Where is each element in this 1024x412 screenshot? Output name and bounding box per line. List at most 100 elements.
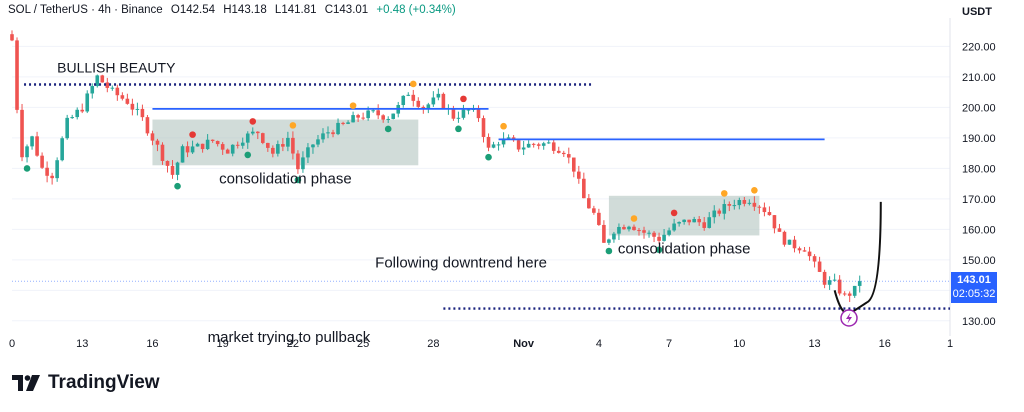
chart-annotation: BULLISH BEAUTY	[57, 59, 176, 75]
candle-body	[210, 139, 215, 141]
x-tick-label: 16	[879, 338, 891, 350]
candle-body	[45, 167, 49, 176]
candle-body	[617, 226, 621, 234]
candle-body	[130, 103, 135, 110]
y-tick-label: 130.00	[962, 316, 996, 328]
x-axis[interactable]: 0 13 16 19 22 25 28 Nov 4 7 10 13 16 1	[9, 338, 953, 350]
candle-body	[827, 280, 832, 285]
candle-body	[707, 217, 712, 228]
sell-signal-dot	[720, 190, 728, 197]
candle-body	[692, 219, 696, 223]
sell-signal-dot	[289, 122, 297, 129]
buy-signal-dot	[244, 151, 252, 159]
candle-body	[556, 150, 561, 153]
candle-body	[802, 250, 807, 252]
candle-body	[276, 144, 280, 154]
signal-dots-layer	[23, 80, 758, 255]
candle-body	[10, 34, 14, 41]
candle-body	[797, 248, 802, 251]
x-tick-label: 28	[427, 338, 439, 350]
candle-body	[376, 110, 380, 116]
candle-body	[622, 226, 626, 230]
flash-signal-icon[interactable]	[840, 309, 858, 327]
x-tick-label: 25	[357, 338, 369, 350]
candle-body	[105, 82, 110, 88]
candle-body	[787, 239, 792, 245]
chart-annotation: market trying to pullback	[208, 329, 371, 346]
candle-body	[767, 212, 772, 216]
candle-body	[160, 144, 165, 161]
y-tick-label: 220.00	[962, 41, 996, 53]
candle-body	[35, 136, 39, 156]
y-tick-label: 160.00	[962, 224, 996, 236]
symbol-label[interactable]: SOL / TetherUS · 4h · Binance	[8, 4, 163, 16]
candle-body	[506, 137, 511, 139]
y-axis[interactable]: 130.00140.00150.00160.00170.00180.00190.…	[962, 41, 996, 327]
candle-body	[546, 142, 551, 144]
candle-body	[301, 157, 305, 170]
candle-body	[752, 202, 757, 207]
candle-body	[110, 87, 115, 89]
candle-body	[536, 144, 541, 146]
x-tick-label: 22	[287, 338, 299, 350]
candle-body	[281, 144, 285, 147]
candle-body	[712, 210, 717, 218]
candle-body	[582, 178, 586, 199]
buy-signal-dot	[23, 165, 31, 172]
candle-body	[732, 205, 737, 207]
candle-body	[55, 160, 59, 179]
candle-body	[722, 204, 727, 214]
x-tick-label: 13	[808, 338, 820, 350]
candle-body	[316, 139, 320, 145]
candle-body	[321, 133, 325, 140]
y-tick-label: 190.00	[962, 133, 996, 145]
sell-signal-dot	[460, 95, 467, 103]
candle-body	[677, 222, 681, 224]
candle-body	[296, 153, 300, 170]
tradingview-logo: TradingView	[12, 372, 160, 394]
candle-body	[50, 175, 54, 179]
candle-body	[240, 142, 245, 146]
axis-unit[interactable]: USDT	[962, 6, 992, 18]
x-tick-label: 10	[733, 338, 745, 350]
candle-body	[571, 157, 576, 172]
candle-body	[451, 108, 456, 119]
candle-body	[431, 97, 436, 105]
x-tick-label: 16	[146, 338, 158, 350]
candle-body	[687, 219, 691, 223]
zone-label: consolidation phase	[618, 240, 751, 257]
sell-signal-dot	[189, 131, 196, 138]
tradingview-mark-icon	[12, 375, 40, 391]
candle-body	[220, 144, 225, 150]
candle-body	[95, 75, 100, 87]
buy-signal-dot	[174, 182, 181, 190]
candle-body	[155, 140, 160, 145]
candle-body	[742, 199, 747, 204]
candle-body	[215, 140, 220, 145]
candle-body	[832, 279, 837, 281]
candle-body	[140, 108, 145, 118]
candle-body	[346, 122, 350, 124]
candle-body	[717, 210, 722, 214]
x-tick-label: Nov	[513, 338, 535, 350]
levels-layer	[12, 83, 950, 310]
candle-body	[627, 226, 631, 230]
candle-body	[311, 144, 315, 148]
candle-body	[592, 208, 596, 213]
candle-body	[747, 202, 752, 204]
candle-body	[757, 206, 762, 208]
sell-signal-dot	[500, 122, 507, 130]
candle-body	[230, 144, 235, 154]
close-value: C143.01	[324, 4, 369, 16]
candle-body	[456, 117, 461, 119]
candle-body	[632, 226, 636, 231]
candle-body	[727, 204, 732, 206]
candle-body	[647, 232, 651, 234]
buy-signal-dot	[384, 125, 392, 133]
sell-signal-dot	[349, 102, 357, 109]
candle-body	[577, 171, 581, 179]
candle-body	[266, 142, 270, 148]
candle-body	[20, 109, 24, 158]
candle-body	[30, 136, 34, 147]
